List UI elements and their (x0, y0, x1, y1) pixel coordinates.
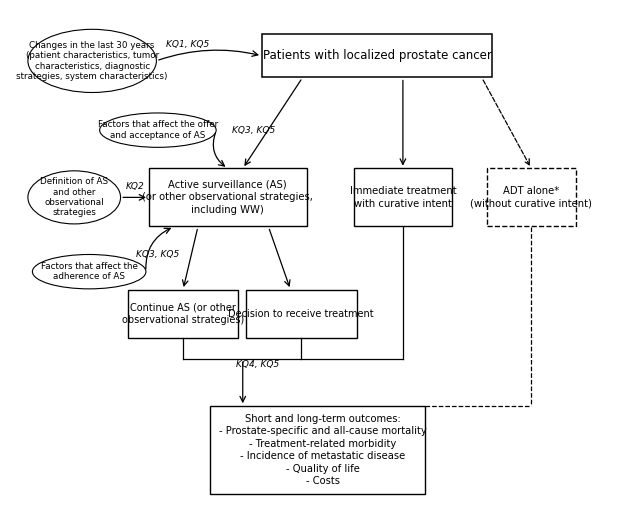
Bar (487, 168, 575, 226)
Text: KQ1, KQ5: KQ1, KQ5 (166, 40, 210, 49)
Text: KQ3, KQ5: KQ3, KQ5 (136, 250, 180, 259)
Text: Factors that affect the
adherence of AS: Factors that affect the adherence of AS (40, 262, 137, 282)
Ellipse shape (28, 29, 156, 92)
Text: Factors that affect the offer
and acceptance of AS: Factors that affect the offer and accept… (98, 121, 218, 140)
Text: Active surveillance (AS)
(or other observational strategies,
including WW): Active surveillance (AS) (or other obser… (142, 180, 313, 215)
Bar (149, 168, 307, 226)
Bar (246, 290, 356, 338)
Text: Continue AS (or other
observational strategies): Continue AS (or other observational stra… (122, 303, 244, 325)
Ellipse shape (100, 113, 216, 147)
Text: KQ3, KQ5: KQ3, KQ5 (232, 126, 275, 135)
Bar (128, 290, 238, 338)
Text: Immediate treatment
with curative intent: Immediate treatment with curative intent (350, 186, 456, 208)
Text: Short and long-term outcomes:
- Prostate-specific and all-cause mortality
- Trea: Short and long-term outcomes: - Prostate… (219, 414, 427, 486)
Ellipse shape (28, 171, 121, 224)
Bar (353, 168, 452, 226)
Bar (210, 406, 425, 494)
Text: Decision to receive treatment: Decision to receive treatment (228, 309, 374, 319)
Text: KQ2: KQ2 (126, 182, 144, 191)
Text: Definition of AS
and other
observational
strategies: Definition of AS and other observational… (40, 177, 108, 218)
Text: KQ4, KQ5: KQ4, KQ5 (236, 360, 279, 368)
Text: Changes in the last 30 years
(patient characteristics, tumor
characteristics, di: Changes in the last 30 years (patient ch… (16, 41, 168, 81)
Text: Patients with localized prostate cancer: Patients with localized prostate cancer (262, 50, 491, 62)
Bar (262, 34, 492, 77)
Text: ADT alone*
(without curative intent): ADT alone* (without curative intent) (470, 186, 592, 208)
Ellipse shape (32, 254, 146, 289)
